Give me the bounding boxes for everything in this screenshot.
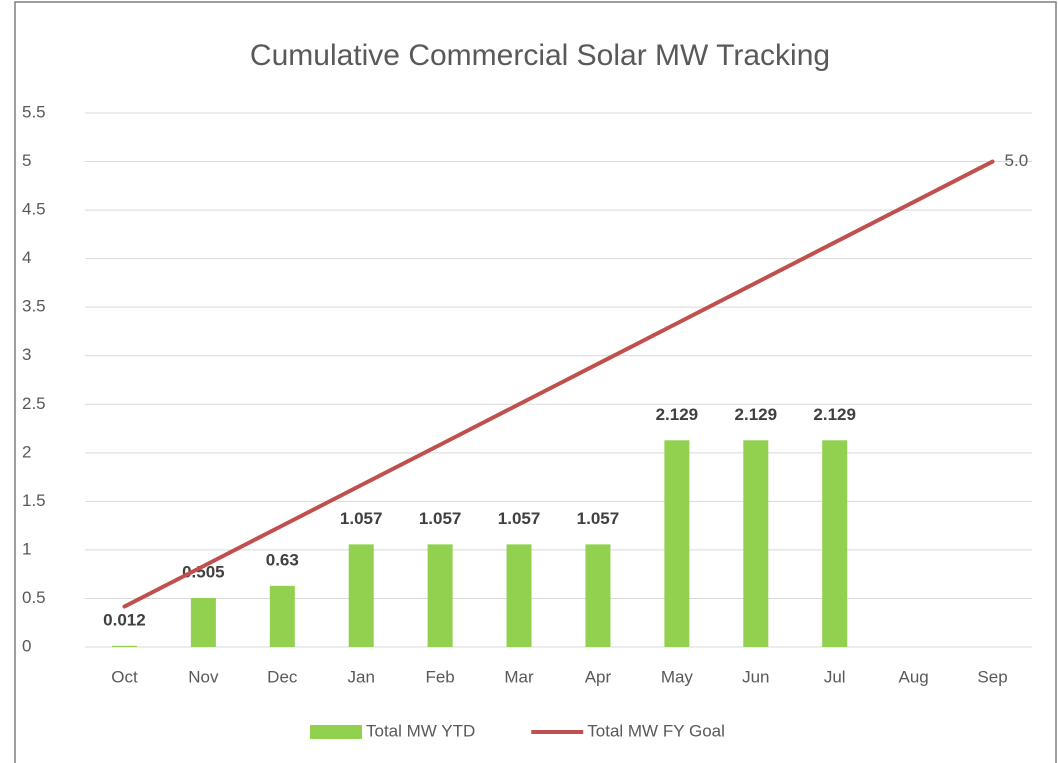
legend-label: Total MW YTD bbox=[366, 721, 475, 740]
bar bbox=[822, 440, 848, 647]
data-label: 1.057 bbox=[498, 509, 541, 528]
bar bbox=[348, 544, 374, 647]
data-label: 0.505 bbox=[182, 562, 225, 581]
data-label: 1.057 bbox=[419, 509, 462, 528]
x-tick-label: Nov bbox=[188, 667, 219, 686]
frame-border bbox=[14, 1, 1057, 763]
x-tick-label: May bbox=[661, 667, 694, 686]
y-tick-label: 3.5 bbox=[22, 297, 46, 316]
x-tick-label: Jul bbox=[824, 667, 846, 686]
data-label: 0.012 bbox=[103, 610, 146, 629]
bar bbox=[506, 544, 532, 647]
data-label: 2.129 bbox=[813, 405, 856, 424]
bar bbox=[585, 544, 611, 647]
bar bbox=[111, 645, 137, 647]
x-tick-label: Jun bbox=[742, 667, 769, 686]
data-label: 0.63 bbox=[266, 550, 299, 569]
bar bbox=[743, 440, 769, 647]
data-label: 5.0 bbox=[1005, 151, 1029, 170]
data-label: 2.129 bbox=[656, 405, 699, 424]
data-label: 1.057 bbox=[577, 509, 620, 528]
x-tick-label: Jan bbox=[347, 667, 374, 686]
x-tick-label: Sep bbox=[977, 667, 1007, 686]
x-tick-label: Dec bbox=[267, 667, 298, 686]
goal-line bbox=[122, 159, 995, 609]
y-tick-label: 2 bbox=[22, 442, 31, 461]
frame bbox=[14, 1, 1057, 763]
x-tick-label: Aug bbox=[899, 667, 929, 686]
y-tick-label: 2.5 bbox=[22, 394, 46, 413]
bar bbox=[190, 597, 216, 647]
y-tick-label: 4 bbox=[22, 248, 31, 267]
y-tick-label: 5.5 bbox=[22, 102, 46, 121]
bar bbox=[427, 544, 453, 647]
y-tick-label: 3 bbox=[22, 345, 31, 364]
y-tick-label: 4.5 bbox=[22, 200, 46, 219]
legend-label: Total MW FY Goal bbox=[587, 721, 725, 740]
data-label: 2.129 bbox=[735, 405, 778, 424]
y-tick-label: 1 bbox=[22, 539, 31, 558]
y-tick-label: 1.5 bbox=[22, 491, 46, 510]
x-tick-label: Apr bbox=[585, 667, 612, 686]
legend-swatch bbox=[310, 725, 362, 739]
x-tick-label: Feb bbox=[425, 667, 454, 686]
y-tick-label: 5 bbox=[22, 151, 31, 170]
bar bbox=[269, 585, 295, 647]
x-tick-label: Mar bbox=[504, 667, 534, 686]
y-tick-label: 0.5 bbox=[22, 588, 46, 607]
data-label: 1.057 bbox=[340, 509, 383, 528]
y-tick-label: 0 bbox=[22, 636, 31, 655]
bar bbox=[664, 440, 690, 647]
x-tick-label: Oct bbox=[111, 667, 138, 686]
chart-title: Cumulative Commercial Solar MW Tracking bbox=[250, 39, 830, 72]
